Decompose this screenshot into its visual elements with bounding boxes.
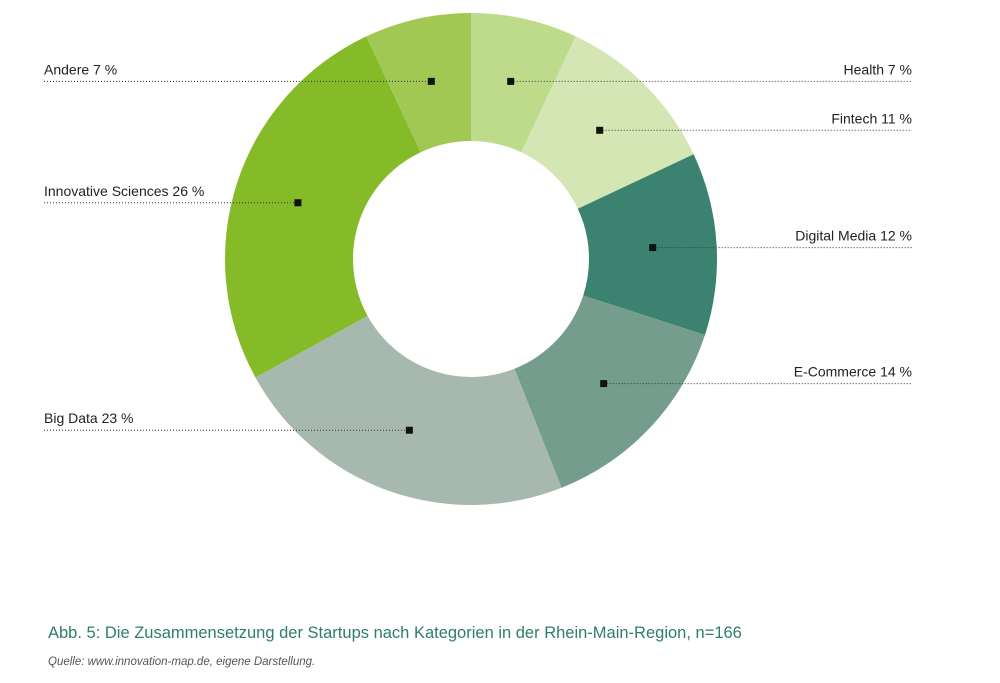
slice-big-data (255, 315, 562, 506)
slice-digital-media (577, 154, 717, 336)
slice-label-health: Health 7 % (844, 61, 912, 77)
slice-label-digital-media: Digital Media 12 % (795, 228, 912, 244)
slice-health (471, 13, 576, 153)
slice-marker-big-data (405, 426, 413, 434)
slice-marker-innovative-sciences (294, 199, 302, 207)
donut-slices (225, 13, 717, 506)
slice-innovative-sciences (225, 36, 421, 378)
slice-fintech (521, 36, 694, 209)
figure-caption: Abb. 5: Die Zusammensetzung der Startups… (48, 624, 742, 642)
donut-chart: Health 7 % Fintech 11 % Digital Media 12 %… (44, 13, 912, 506)
slice-label-e-commerce: E-Commerce 14 % (794, 364, 912, 380)
slice-marker-andere (427, 77, 435, 85)
slice-andere (366, 13, 471, 153)
slice-marker-health (507, 77, 515, 85)
slice-marker-fintech (596, 126, 604, 134)
slice-labels: Health 7 % Fintech 11 % Digital Media 12 %… (44, 61, 912, 434)
slice-e-commerce (514, 295, 705, 488)
slice-label-innovative-sciences: Innovative Sciences 26 % (44, 183, 204, 199)
figure-source: Quelle: www.innovation-map.de, eigene Da… (48, 656, 316, 668)
slice-marker-digital-media (649, 244, 657, 252)
slice-label-fintech: Fintech 11 % (831, 110, 912, 126)
slice-label-andere: Andere 7 % (44, 61, 117, 77)
slice-marker-e-commerce (600, 380, 608, 388)
slice-label-big-data: Big Data 23 % (44, 410, 134, 426)
